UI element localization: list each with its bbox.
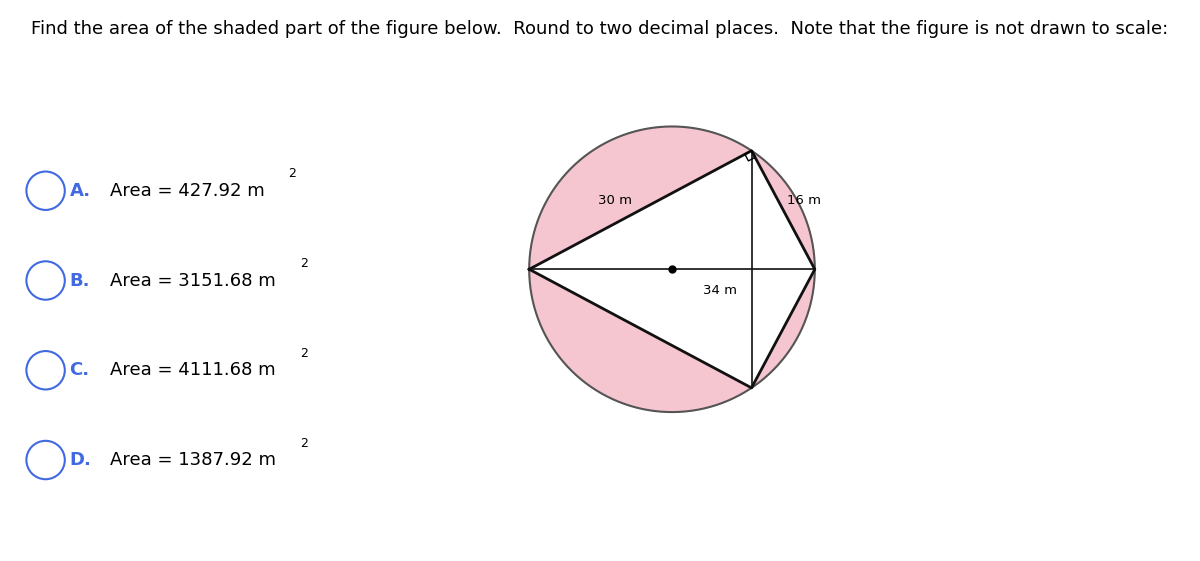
Text: 2: 2: [288, 167, 296, 181]
Text: Find the area of the shaded part of the figure below.  Round to two decimal plac: Find the area of the shaded part of the …: [31, 20, 1169, 38]
Text: Area = 4111.68 m: Area = 4111.68 m: [110, 361, 276, 379]
Text: 2: 2: [300, 436, 308, 450]
Text: 2: 2: [300, 257, 308, 270]
Text: C.: C.: [70, 361, 90, 379]
Text: Area = 427.92 m: Area = 427.92 m: [110, 182, 265, 200]
Text: Area = 1387.92 m: Area = 1387.92 m: [110, 451, 276, 469]
Text: A.: A.: [70, 182, 91, 200]
Text: 16 m: 16 m: [787, 195, 821, 208]
Text: Area = 3151.68 m: Area = 3151.68 m: [110, 272, 276, 289]
Text: B.: B.: [70, 272, 90, 289]
Text: D.: D.: [70, 451, 91, 469]
Polygon shape: [529, 126, 815, 412]
Text: 30 m: 30 m: [598, 195, 632, 208]
Text: 34 m: 34 m: [703, 284, 737, 297]
Polygon shape: [529, 151, 815, 388]
Text: 2: 2: [300, 347, 308, 360]
